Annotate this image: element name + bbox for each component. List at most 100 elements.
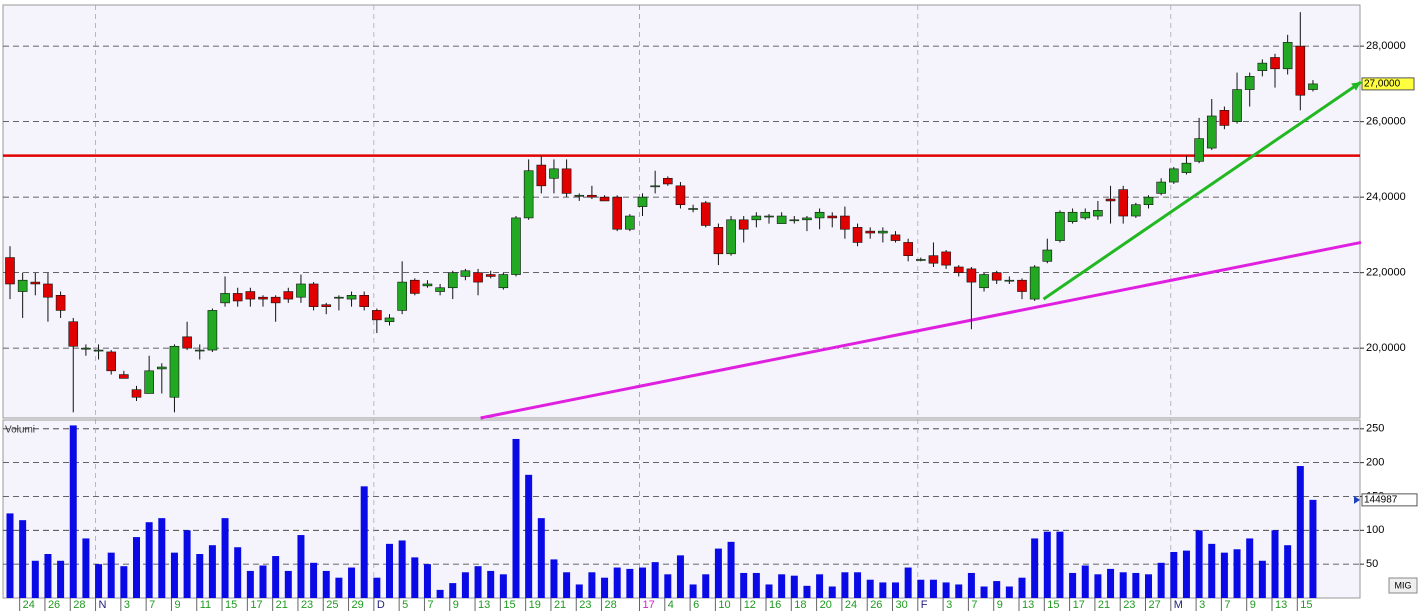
candle-body <box>928 255 939 264</box>
volume-bar <box>563 572 571 598</box>
x-tick-label: 24 <box>23 599 35 611</box>
volume-bar <box>639 567 646 598</box>
volume-bar <box>57 560 65 598</box>
volume-bar <box>778 574 786 598</box>
volume-bar <box>575 584 583 598</box>
candle-body <box>131 389 142 398</box>
volume-bar <box>841 572 849 598</box>
candle-body <box>523 170 534 219</box>
volume-bar <box>1309 499 1317 598</box>
candle-body <box>1067 211 1078 222</box>
volume-bar <box>550 559 558 598</box>
x-tick-label: 17 <box>1073 599 1085 611</box>
volume-bar <box>1182 550 1190 598</box>
volume-bar <box>525 474 533 598</box>
volume-bar <box>69 425 77 598</box>
volume-bar <box>689 584 697 598</box>
candle-body <box>220 293 230 304</box>
volume-bar <box>310 562 318 598</box>
x-tick-label: 7 <box>149 599 155 611</box>
volume-bar <box>816 574 824 598</box>
volume-bar <box>1208 543 1216 598</box>
volume-bar <box>866 579 874 598</box>
last-volume-label: 144987 <box>1364 495 1398 506</box>
volume-bar <box>1069 572 1077 598</box>
candle-body <box>574 194 585 197</box>
candle-body <box>308 283 319 307</box>
candle-body <box>1156 181 1166 194</box>
volume-bar <box>386 543 393 598</box>
x-tick-label: 27 <box>1149 599 1161 611</box>
candle-body <box>1042 249 1053 262</box>
x-tick-label: 7 <box>427 599 433 611</box>
volume-title: Volumi <box>5 425 35 436</box>
candle-body <box>245 291 256 300</box>
volume-bar <box>6 513 14 598</box>
volume-bar <box>664 574 672 598</box>
last-price-box <box>1361 77 1415 91</box>
trendline <box>480 240 1362 420</box>
x-tick-label: 16 <box>769 599 781 611</box>
y-tick-label: 100 <box>1366 524 1384 536</box>
volume-bar <box>1296 466 1304 598</box>
x-tick-label: 21 <box>554 599 566 611</box>
volume-bar <box>1043 531 1051 598</box>
candle-body <box>1004 279 1015 282</box>
x-tick-label: 12 <box>744 599 756 611</box>
volume-bar <box>183 530 191 598</box>
x-tick-label: 30 <box>896 599 908 611</box>
x-tick-label: 7 <box>971 599 977 611</box>
y-tick-label: 20,0000 <box>1366 342 1406 354</box>
candle-body <box>1029 266 1040 300</box>
volume-bar <box>461 572 469 598</box>
candle-body <box>359 295 370 307</box>
candle-body <box>258 296 268 300</box>
candle-body <box>738 219 749 230</box>
volume-bar <box>499 574 507 598</box>
candle-body <box>144 370 154 394</box>
candle-body <box>321 304 332 307</box>
y-tick-label: 200 <box>1366 457 1384 469</box>
volume-bar <box>980 586 988 598</box>
candle-body <box>485 274 496 277</box>
candle-body <box>700 202 711 226</box>
candle-body <box>409 279 420 294</box>
candle-body <box>1206 115 1217 149</box>
candle-body <box>119 374 129 379</box>
candle-body <box>1232 89 1242 122</box>
volume-bar <box>398 540 406 598</box>
x-tick-label: M <box>1174 599 1183 611</box>
volume-bar <box>411 557 419 598</box>
x-tick-label: 15 <box>503 599 515 611</box>
volume-bar <box>1018 577 1026 598</box>
candle-body <box>675 185 686 206</box>
candle-body <box>232 293 243 302</box>
candle-body <box>1181 162 1192 173</box>
volume-bar <box>1132 572 1140 598</box>
x-tick-label: 15 <box>225 599 237 611</box>
candle-body <box>384 317 395 323</box>
volume-bar <box>651 562 659 598</box>
candle-body <box>776 215 787 224</box>
volume-bar <box>752 572 760 598</box>
volume-bar <box>917 579 925 598</box>
candle-body <box>194 349 205 352</box>
volume-bar <box>145 522 153 598</box>
x-tick-label: 3 <box>124 599 130 611</box>
volume-bar <box>537 518 545 598</box>
candle-body <box>1270 57 1280 70</box>
volume-bar <box>942 582 950 598</box>
candle-body <box>536 164 547 187</box>
volume-bar <box>1056 531 1064 598</box>
candle-body <box>498 274 509 289</box>
candle-body <box>991 272 1002 281</box>
volume-bar <box>373 577 381 598</box>
x-tick-label: 29 <box>352 599 364 611</box>
candle-body <box>802 217 812 221</box>
candle-body <box>840 215 850 230</box>
candle-body <box>549 168 559 179</box>
candle-body <box>1244 76 1255 90</box>
candle-body <box>1093 210 1103 217</box>
x-tick-label: N <box>99 599 107 611</box>
